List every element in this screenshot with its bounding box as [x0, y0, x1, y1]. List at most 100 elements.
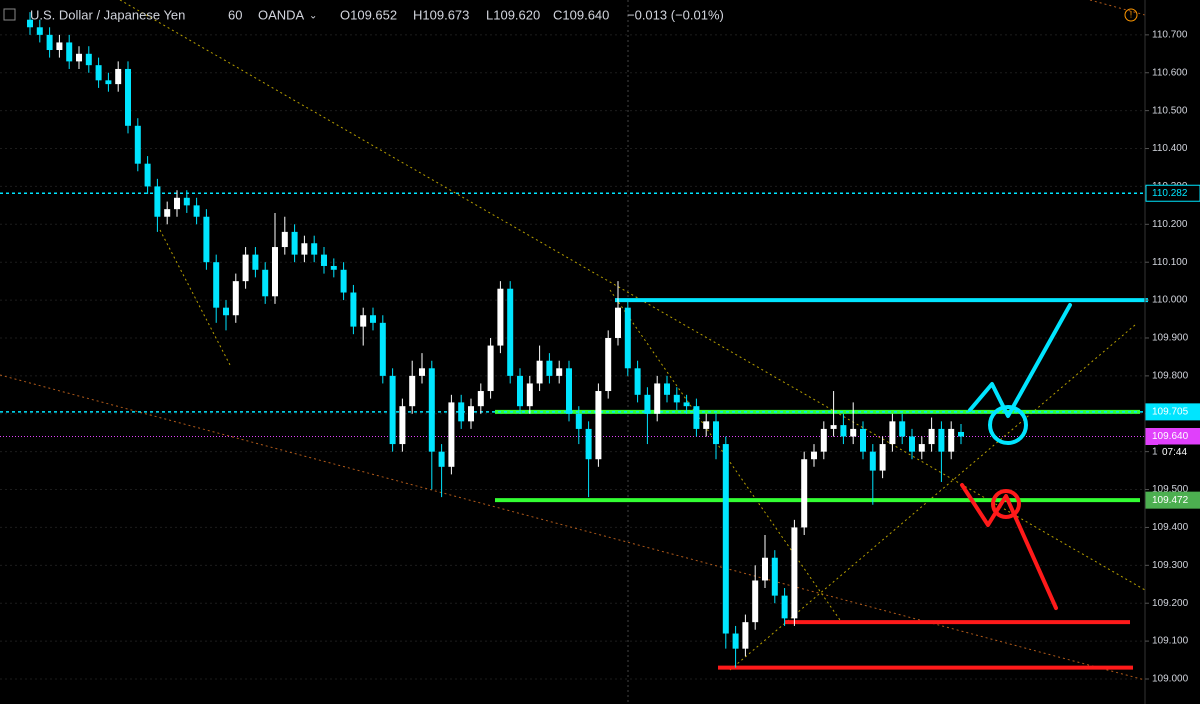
candle-body [321, 254, 327, 266]
candle [409, 360, 416, 414]
interval: 60 [228, 7, 242, 22]
candle [203, 209, 210, 270]
candle [281, 216, 288, 255]
candle [762, 535, 768, 589]
candle-body [781, 595, 788, 619]
candle [350, 284, 357, 335]
y-tick-label: 110.200 [1152, 219, 1188, 230]
circle-mark [991, 489, 1021, 519]
candle-body [252, 254, 259, 270]
y-tick-label: 109.000 [1152, 674, 1189, 685]
candle-body [213, 262, 220, 308]
candle [605, 330, 612, 399]
candle [232, 273, 239, 323]
source: OANDA [258, 7, 305, 22]
candle-body [340, 269, 347, 293]
candle-body [575, 413, 582, 429]
candle-body [85, 53, 92, 66]
price-tag [1145, 184, 1200, 202]
candle [389, 368, 396, 452]
candle-body [125, 68, 131, 126]
candle-body [350, 292, 357, 327]
candle-body [183, 197, 190, 206]
candle-body [634, 368, 641, 395]
candle [497, 281, 504, 354]
y-tick-label: 109.200 [1152, 598, 1189, 609]
candle [624, 300, 631, 376]
dropdown-icon[interactable]: ⌄ [309, 11, 317, 22]
candle-body [938, 428, 945, 452]
candle [487, 337, 494, 399]
symbol: U.S. Dollar / Japanese Yen [30, 7, 185, 22]
arrow-up [968, 303, 1072, 418]
candle [115, 61, 122, 92]
candle-body [958, 431, 964, 437]
candle-body [801, 459, 808, 528]
price-tag-label: 109.472 [1152, 495, 1189, 506]
candle-body [232, 281, 239, 316]
layout-icon [3, 8, 16, 21]
candle [36, 19, 43, 43]
candle [811, 444, 817, 467]
candle-body [203, 216, 210, 263]
candle [634, 360, 641, 403]
candle-body [683, 402, 690, 407]
candle [879, 436, 886, 479]
candle-body [713, 421, 719, 445]
candle-body [722, 444, 729, 634]
candle-body [918, 444, 925, 452]
candle-body [76, 53, 82, 62]
candle [713, 413, 719, 460]
candle-body [438, 451, 445, 467]
candle-body [869, 451, 876, 471]
candle-body [811, 451, 817, 460]
candle [938, 421, 945, 482]
candle-body [703, 421, 710, 429]
candle [252, 247, 259, 278]
alert-icon[interactable] [1124, 8, 1138, 22]
candle-body [762, 557, 768, 581]
candle [419, 353, 425, 384]
candle [370, 307, 376, 331]
candle [399, 398, 406, 452]
countdown: 07:44 [1162, 447, 1187, 458]
candle [752, 565, 759, 630]
candle [321, 247, 327, 274]
candle [95, 57, 102, 88]
candle [820, 421, 827, 460]
y-tick-label: 109.800 [1152, 371, 1189, 382]
candle-body [556, 368, 563, 376]
candle [742, 614, 749, 657]
candle [869, 444, 876, 505]
candle [262, 262, 269, 304]
grid [0, 34, 1145, 680]
candle [438, 444, 445, 498]
candle-body [36, 27, 43, 35]
countdown-box [1158, 444, 1200, 460]
candle-body [693, 406, 700, 429]
candle-body [409, 375, 416, 407]
candle-body [291, 231, 298, 255]
candle [174, 190, 180, 217]
candle-body [928, 428, 935, 445]
candle-body [909, 436, 915, 452]
y-tick-label: 110.500 [1152, 105, 1188, 116]
candle-body [458, 402, 465, 422]
y-tick-label: 109.300 [1152, 560, 1189, 571]
candle-body [487, 345, 494, 392]
candle-body [311, 243, 318, 255]
y-tick-label: 109.100 [1152, 636, 1189, 647]
candle [428, 360, 435, 490]
candle-body [399, 406, 406, 445]
candle-body [879, 444, 886, 471]
candle-body [174, 197, 180, 210]
candle [948, 421, 955, 460]
candle [85, 46, 92, 73]
candle [105, 72, 112, 92]
candle [781, 588, 788, 626]
price-tag-label: 110.282 [1152, 188, 1188, 199]
candle-body [330, 265, 337, 270]
candle [223, 300, 229, 331]
candle-body [615, 307, 621, 338]
candle-body [144, 163, 151, 187]
